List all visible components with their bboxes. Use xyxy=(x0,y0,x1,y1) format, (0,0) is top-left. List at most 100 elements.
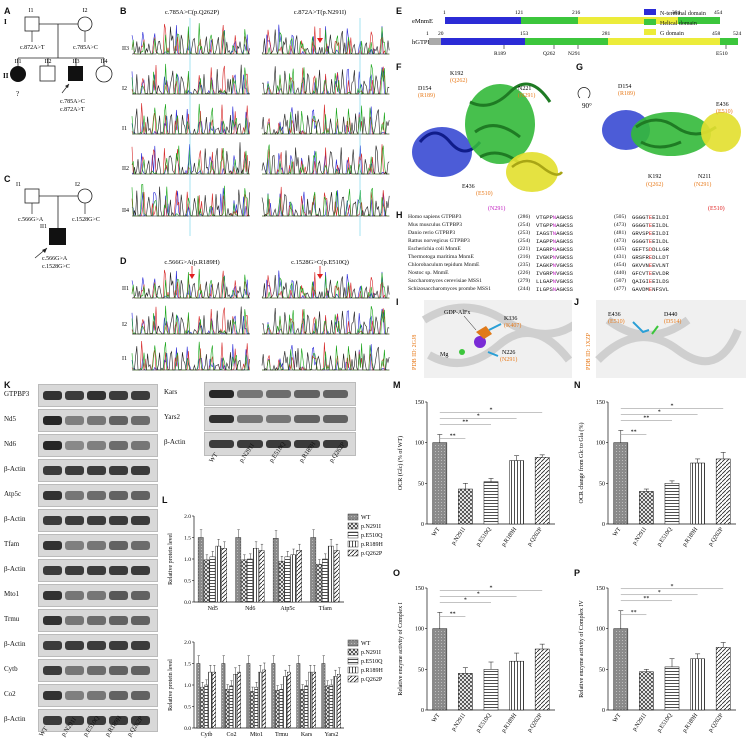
blot-band xyxy=(131,491,150,500)
category-label: p.E510Q xyxy=(475,526,493,548)
chrom-d-col1-title: c.566G>A(p.R189H) xyxy=(164,259,219,266)
blot-band xyxy=(65,641,84,650)
significance-mark: ** xyxy=(643,415,649,421)
category-label: Atp5c xyxy=(280,606,295,612)
g-label-orig: (Q262) xyxy=(646,181,663,188)
blot-band xyxy=(87,441,106,450)
y-tick-label: 150 xyxy=(596,400,605,406)
seq-pos-2: (473) xyxy=(614,238,627,244)
j-label-d514: (D514) xyxy=(664,318,681,325)
alignment-row: Rattus norvegicus GTPBP3 (254) IAGPPNAGKSS… xyxy=(408,238,744,246)
chromatogram-b: c.785A>C(p.Q262P) c.872A>T(p.N291I) II3 … xyxy=(122,9,390,236)
blot-strip xyxy=(38,559,158,582)
seq-2: QAIGIEEILDS xyxy=(632,278,669,285)
seq-2: GAVDMENFSVL xyxy=(632,286,669,293)
blot-band xyxy=(109,516,128,525)
bar xyxy=(327,545,334,603)
seq-1: LLGAPNVGKSS xyxy=(536,278,573,285)
blot-band xyxy=(43,516,62,525)
blot-label: β-Actin xyxy=(4,464,26,473)
blot-band xyxy=(87,616,106,625)
bar xyxy=(333,676,337,729)
blot-band xyxy=(131,541,150,550)
chrom-d-col2-title: c.1528G>C(p.E510Q) xyxy=(291,259,349,266)
species-name: Schizosaccharomyces prombe MSS1 xyxy=(408,286,491,292)
g-label-orig: (R189) xyxy=(618,90,635,97)
emnme-tick-1: 1 xyxy=(443,10,446,16)
bar xyxy=(237,671,241,729)
blot-band xyxy=(131,466,150,475)
bar xyxy=(509,660,524,711)
individual-c-i1 xyxy=(24,188,40,204)
category-label: Nd5 xyxy=(208,606,218,612)
bar xyxy=(308,671,312,729)
y-tick-label: 50 xyxy=(599,667,605,673)
species-name: Rattus norvegicus GTPBP3 xyxy=(408,238,470,244)
blot-band xyxy=(43,716,62,725)
g-label: D154 xyxy=(618,84,631,90)
y-tick-label: 50 xyxy=(418,667,424,673)
seq-2: GRVSPEEILDI xyxy=(632,230,669,237)
hg-site-r189: R189 xyxy=(494,51,506,57)
blot-band xyxy=(87,416,106,425)
category-label: Yars2 xyxy=(325,732,339,738)
significance-mark: * xyxy=(464,597,467,603)
bar xyxy=(241,559,247,603)
species-name: Escherichia coli MnmE xyxy=(408,246,461,252)
chrom-b-row-label: II4 xyxy=(122,208,129,214)
category-label: Trmu xyxy=(275,732,288,738)
pedigree-c: I1 I2 c.566G>A c.1528G>C II1 c.566G>A c.… xyxy=(16,182,100,270)
f-label: K192 xyxy=(450,71,463,77)
seq-1: IAGRPNAGKSS xyxy=(536,246,573,253)
blot-band xyxy=(109,566,128,575)
panel-letter-i: I xyxy=(396,297,399,307)
hg-nterm-domain xyxy=(441,38,525,45)
panel-letter-d: D xyxy=(120,256,127,266)
bar xyxy=(664,483,680,525)
legend-label: WT xyxy=(361,515,371,521)
bar xyxy=(229,685,234,729)
blot-band xyxy=(109,591,128,600)
bar xyxy=(458,673,473,711)
blot-band xyxy=(109,416,128,425)
blot-band xyxy=(109,641,128,650)
seq-1: IVGKPNVGKSS xyxy=(536,254,573,261)
structure-g: 90° D154 (R189) E436 (E510) K192 (Q262) … xyxy=(577,84,741,188)
category-label: p.E510Q xyxy=(475,712,493,734)
y-tick-label: 50 xyxy=(599,481,605,487)
legend-swatch xyxy=(347,675,359,683)
y-tick-label: 0.0 xyxy=(184,600,191,606)
bar xyxy=(483,669,499,711)
seq-1: IVGRPNVGKSS xyxy=(536,270,573,277)
y-tick-label: 1.0 xyxy=(184,557,191,563)
blot-band xyxy=(294,414,320,424)
blot-band xyxy=(65,566,84,575)
alignment-row: Thermotoga maritima MnmE (216) IVGKPNVGKSS… xyxy=(408,254,744,262)
y-tick-label: 0.5 xyxy=(184,705,191,711)
bar xyxy=(225,689,230,729)
blot-band xyxy=(87,491,106,500)
y-tick-label: 100 xyxy=(596,441,605,447)
blot-band xyxy=(109,616,128,625)
blot-label: Cytb xyxy=(4,664,18,673)
blot-label: Nd6 xyxy=(4,439,17,448)
hg-tick-153: 153 xyxy=(520,31,529,37)
chrom-b-row-label: II2 xyxy=(122,166,129,172)
legend-label: p.N291I xyxy=(361,524,381,530)
blot-band xyxy=(109,491,128,500)
category-label: Tfam xyxy=(319,605,332,612)
bar xyxy=(283,676,287,729)
blot-strip xyxy=(38,684,158,707)
bar xyxy=(690,462,705,525)
blot-band xyxy=(131,666,150,675)
bar xyxy=(247,558,253,603)
blot-band xyxy=(131,441,150,450)
hg-site-q262: Q262 xyxy=(543,51,555,57)
legend-label: p.N291I xyxy=(361,650,381,656)
alignment-row: Nostoc sp. MnmE (226) IVGRPNVGKSS (440) GFCV… xyxy=(408,270,744,278)
hg-tick-20: 20 xyxy=(438,31,444,37)
i-label-n291: (N291) xyxy=(500,356,517,363)
significance-mark: * xyxy=(490,585,493,591)
significance-mark: * xyxy=(658,590,661,596)
g-label-orig: (E510) xyxy=(716,108,733,115)
